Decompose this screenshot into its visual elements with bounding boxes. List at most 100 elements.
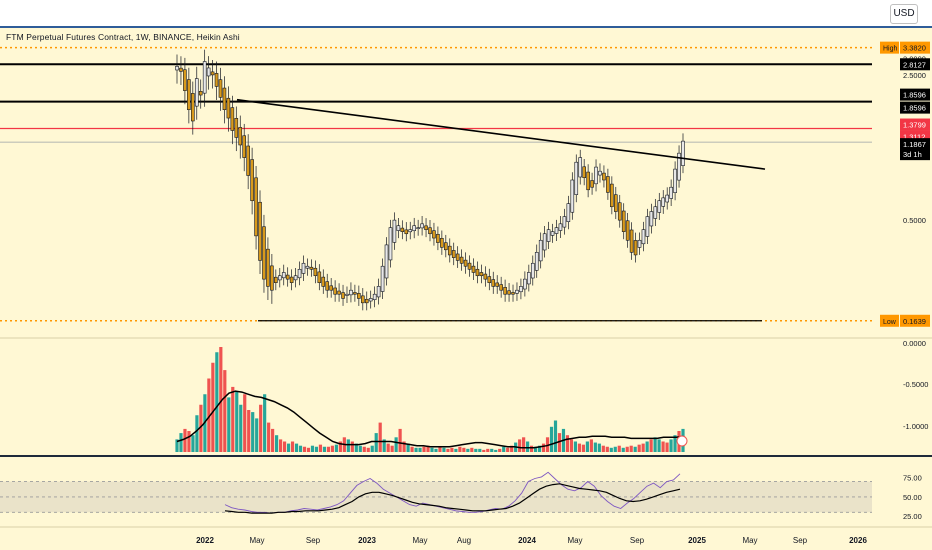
candle — [321, 276, 326, 287]
volume-bar — [422, 446, 426, 452]
volume-bar — [645, 441, 649, 452]
candle — [463, 259, 468, 267]
volume-bar — [573, 441, 578, 452]
toolbar: USD — [0, 0, 932, 28]
volume-bar — [581, 444, 585, 452]
candle — [495, 282, 500, 287]
candle — [258, 201, 262, 261]
volume-bar — [378, 422, 382, 452]
candle — [594, 166, 598, 185]
candle — [483, 273, 488, 280]
x-tick-label: Sep — [306, 536, 321, 545]
candle — [479, 272, 484, 277]
candle — [234, 118, 239, 138]
candle — [677, 152, 681, 181]
volume-bar — [649, 439, 653, 452]
candle — [187, 79, 191, 111]
candle — [416, 227, 420, 229]
candle — [293, 275, 298, 281]
volume-bar — [637, 444, 641, 452]
red-price-label: 1.3799 — [903, 121, 926, 130]
red-price-label-bg — [900, 118, 930, 131]
volume-bar — [426, 445, 430, 452]
volume-bar — [530, 445, 534, 452]
y-tick-label: 50.00 — [903, 493, 922, 502]
volume-bar — [585, 441, 589, 452]
candle — [329, 285, 333, 291]
candle — [562, 216, 567, 228]
volume-bar — [382, 439, 386, 452]
flag-icon — [676, 435, 688, 447]
candle — [491, 279, 496, 287]
volume-bar — [338, 441, 342, 452]
volume-bar — [231, 386, 235, 452]
volume-bar — [462, 447, 466, 452]
candle — [503, 287, 507, 295]
candle — [527, 272, 531, 285]
candle — [621, 210, 626, 232]
resistance-price-label-bg — [900, 101, 930, 114]
volume-bar — [207, 378, 211, 452]
candle — [428, 227, 432, 235]
currency-button[interactable]: USD — [890, 4, 918, 24]
volume-bar — [589, 439, 593, 452]
candle — [301, 262, 306, 274]
candle — [598, 170, 602, 176]
candle — [459, 256, 464, 264]
candle — [542, 233, 547, 251]
volume-bar — [211, 362, 215, 452]
volume-bar — [434, 448, 438, 452]
candle — [511, 292, 515, 295]
volume-bar — [414, 447, 418, 452]
candle — [325, 281, 330, 291]
volume-bar — [458, 446, 462, 452]
x-tick-label: Sep — [793, 536, 808, 545]
volume-bar — [549, 426, 554, 452]
volume-bar — [617, 445, 621, 452]
candle — [368, 298, 373, 302]
volume-bar — [625, 446, 629, 452]
candle — [353, 292, 357, 295]
volume-bar — [545, 437, 550, 452]
volume-bar — [366, 447, 370, 452]
candle — [657, 200, 662, 213]
volume-bar — [541, 443, 546, 452]
candle — [566, 203, 571, 222]
volume-bar — [470, 447, 474, 452]
volume-bar — [557, 433, 562, 452]
candle — [281, 272, 286, 279]
volume-bar — [263, 394, 267, 452]
volume-bar — [522, 437, 526, 452]
volume-bar — [533, 446, 538, 452]
volume-bar — [326, 446, 330, 452]
candle — [364, 298, 369, 304]
candle — [274, 276, 278, 283]
low-tag: Low — [883, 319, 897, 326]
volume-bar — [370, 445, 374, 452]
volume-bar — [374, 433, 378, 452]
low-tag-bg — [880, 314, 899, 327]
candle — [376, 286, 381, 298]
candle — [242, 135, 247, 158]
candle — [451, 250, 456, 258]
volume-bar — [466, 448, 470, 452]
candle — [578, 157, 583, 178]
candle — [610, 183, 614, 208]
volume-bar — [278, 439, 283, 452]
candle — [436, 233, 440, 243]
candle — [499, 284, 503, 291]
volume-bar — [661, 441, 665, 452]
candle — [317, 271, 322, 283]
candle — [226, 97, 231, 119]
volume-bar — [302, 446, 307, 452]
volume-bar — [446, 448, 450, 452]
candle — [447, 245, 452, 256]
high-price-label-bg — [900, 41, 930, 54]
candle — [238, 127, 243, 146]
x-tick-label: 2025 — [688, 536, 706, 545]
candle — [305, 265, 310, 269]
candle — [444, 242, 448, 251]
candle — [586, 171, 590, 191]
volume-bar — [187, 431, 191, 452]
